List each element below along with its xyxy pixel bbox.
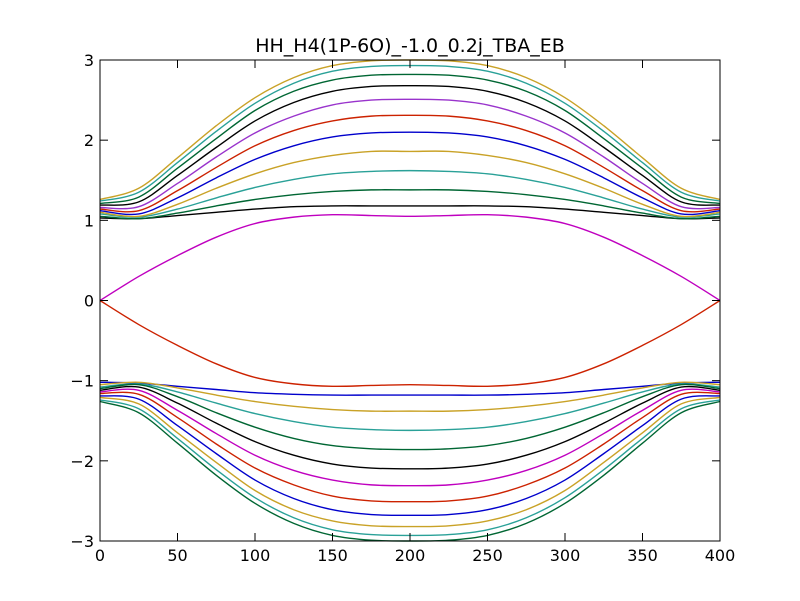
series-line-10 <box>99 73 721 205</box>
x-tick-label-1: 50 <box>167 546 187 565</box>
series-line-13 <box>99 299 721 388</box>
series-line-21 <box>99 395 721 517</box>
series-line-17 <box>99 383 721 451</box>
y-tick-label-1: 2 <box>84 131 94 150</box>
x-tick-label-0: 0 <box>95 546 105 565</box>
y-tick-label-2: 1 <box>84 211 94 230</box>
series-line-7 <box>99 114 721 213</box>
series-line-2 <box>99 205 721 220</box>
series-line-16 <box>99 383 721 432</box>
series-line-3 <box>99 189 721 220</box>
series-line-20 <box>99 391 721 503</box>
x-tick-label-8: 400 <box>705 546 736 565</box>
y-tick-label-5: −2 <box>70 452 94 471</box>
x-tick-label-2: 100 <box>240 546 271 565</box>
x-tick-label-6: 300 <box>550 546 581 565</box>
series-line-4 <box>99 169 721 218</box>
y-axis: 3 2 1 0 −1 −2 −3 <box>70 51 720 551</box>
series-layer <box>99 59 721 542</box>
y-tick-label-0: 3 <box>84 51 94 70</box>
x-tick-label-4: 200 <box>395 546 426 565</box>
series-line-9 <box>99 84 721 206</box>
series-line-6 <box>99 131 721 216</box>
chart-title: HH_H4(1P-6O)_-1.0_0.2j_TBA_EB <box>255 35 565 57</box>
series-line-5 <box>99 150 721 218</box>
x-tick-label-5: 250 <box>472 546 503 565</box>
series-line-1 <box>99 213 721 302</box>
y-tick-label-6: −3 <box>70 532 94 551</box>
y-tick-label-3: 0 <box>84 292 94 311</box>
x-tick-label-3: 150 <box>317 546 348 565</box>
series-line-22 <box>99 396 721 528</box>
series-line-15 <box>99 381 721 412</box>
series-line-8 <box>99 98 721 210</box>
series-line-18 <box>99 385 721 470</box>
series-line-19 <box>99 388 721 487</box>
x-axis: 0 50 100 150 200 250 300 350 400 <box>95 60 735 565</box>
y-tick-label-4: −1 <box>70 372 94 391</box>
x-tick-label-7: 350 <box>627 546 658 565</box>
series-line-14 <box>99 381 721 396</box>
